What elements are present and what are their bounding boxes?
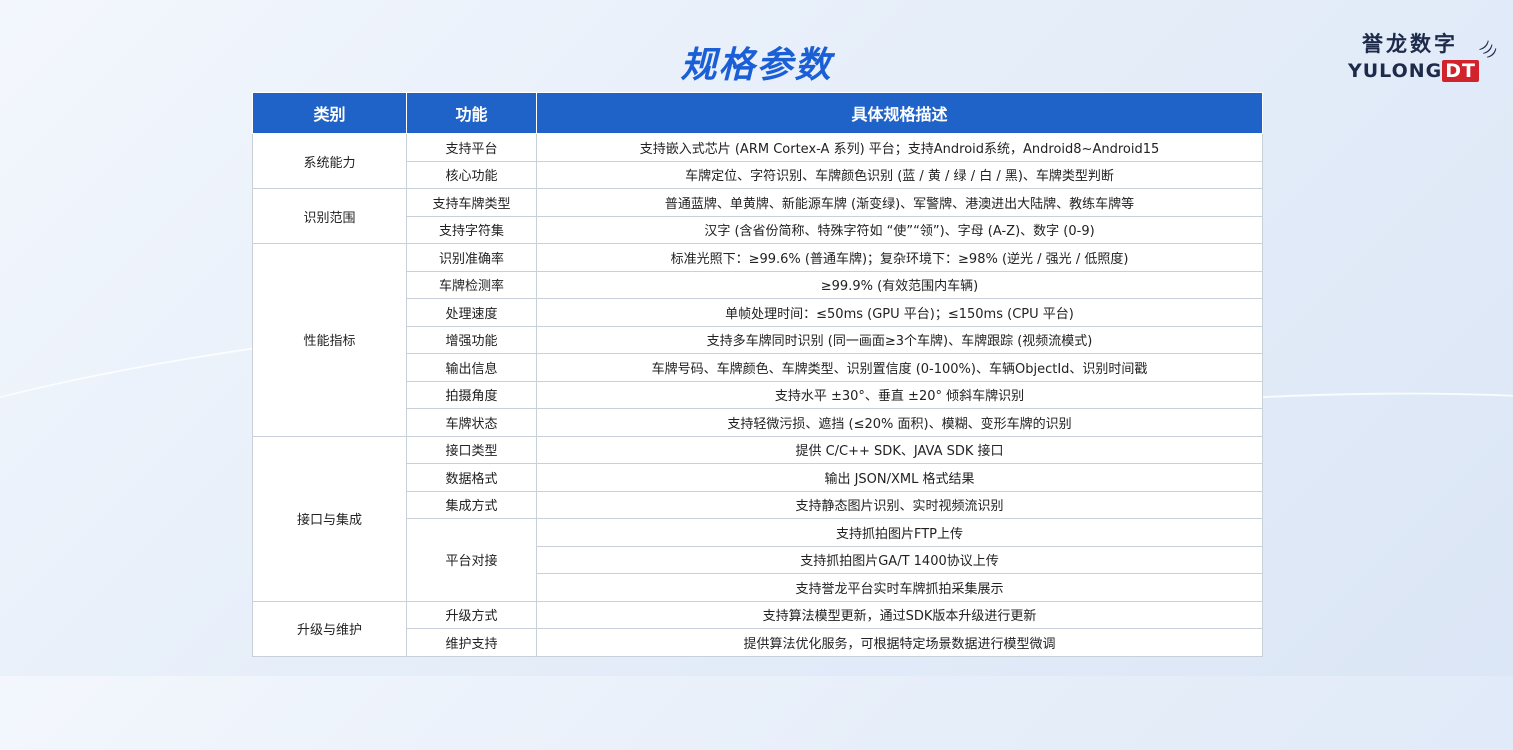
- description-cell: 支持算法模型更新，通过SDK版本升级进行更新: [536, 600, 1263, 629]
- table-row: 系统能力 支持平台 支持嵌入式芯片 (ARM Cortex-A 系列) 平台；支持A…: [252, 133, 1263, 189]
- category-cell: 接口与集成: [252, 435, 407, 602]
- table-row: 接口与集成 接口类型 提供 C/C++ SDK、JAVA SDK 接口: [252, 435, 1263, 602]
- table-row: 集成方式 支持静态图片识别、实时视频流识别: [253, 490, 1263, 519]
- table-row: 维护支持 提供算法优化服务，可根据特定场景数据进行模型微调: [253, 628, 1263, 657]
- function-cell: 核心功能: [406, 160, 537, 189]
- description-cell: 支持多车牌同时识别 (同一画面≥3个车牌)、车牌跟踪 (视频流模式): [536, 325, 1263, 354]
- description-cell: 汉字 (含省份简称、特殊字符如 “使”“领”)、字母 (A-Z)、数字 (0-9…: [536, 215, 1263, 244]
- description-cell: 支持抓拍图片FTP上传: [536, 518, 1263, 547]
- function-cell: 处理速度: [406, 298, 537, 327]
- logo-en-main: YULONG: [1348, 60, 1443, 82]
- function-cell: 车牌状态: [406, 408, 537, 437]
- table-row: 增强功能 支持多车牌同时识别 (同一画面≥3个车牌)、车牌跟踪 (视频流模式): [253, 325, 1263, 354]
- description-cell: 支持轻微污损、遮挡 (≤20% 面积)、模糊、变形车牌的识别: [536, 408, 1263, 437]
- function-cell: 输出信息: [406, 353, 537, 382]
- table-row: 识别范围 支持车牌类型 普通蓝牌、单黄牌、新能源车牌 (渐变绿)、军警牌、港澳进出大…: [252, 188, 1263, 244]
- function-cell: 支持字符集: [406, 215, 537, 244]
- function-cell: 集成方式: [406, 490, 537, 519]
- logo-badge: DT: [1442, 60, 1479, 82]
- function-cell: 拍摄角度: [406, 380, 537, 409]
- table-row: 输出信息 车牌号码、车牌颜色、车牌类型、识别置信度 (0-100%)、车辆Obje…: [253, 353, 1263, 382]
- description-cell: 标准光照下：≥99.6% (普通车牌)；复杂环境下：≥98% (逆光 / 强光 …: [536, 243, 1263, 272]
- table-row: 处理速度 单帧处理时间：≤50ms (GPU 平台)；≤150ms (CPU 平台…: [253, 298, 1263, 327]
- table-row: 车牌状态 支持轻微污损、遮挡 (≤20% 面积)、模糊、变形车牌的识别: [253, 408, 1263, 437]
- description-cell: 单帧处理时间：≤50ms (GPU 平台)；≤150ms (CPU 平台): [536, 298, 1263, 327]
- function-cell: 维护支持: [406, 628, 537, 657]
- category-cell: 性能指标: [252, 243, 407, 437]
- category-cell: 识别范围: [252, 188, 407, 244]
- category-cell: 升级与维护: [252, 600, 407, 657]
- function-cell: 接口类型: [406, 435, 537, 464]
- table-row: 车牌检测率 ≥99.9% (有效范围内车辆): [253, 270, 1263, 299]
- table-header: 类别 功能 具体规格描述: [252, 92, 1263, 134]
- description-cell: 提供算法优化服务，可根据特定场景数据进行模型微调: [536, 628, 1263, 657]
- description-cell: 普通蓝牌、单黄牌、新能源车牌 (渐变绿)、军警牌、港澳进出大陆牌、教练车牌等: [536, 188, 1263, 217]
- description-cell: 支持誉龙平台实时车牌抓拍采集展示: [536, 573, 1263, 602]
- table-row: 核心功能 车牌定位、字符识别、车牌颜色识别 (蓝 / 黄 / 绿 / 白 / 黑)…: [253, 160, 1263, 189]
- function-cell: 升级方式: [406, 600, 537, 629]
- function-cell: 平台对接: [406, 518, 537, 602]
- function-cell: 数据格式: [406, 463, 537, 492]
- table-row: 性能指标 识别准确率 标准光照下：≥99.6% (普通车牌)；复杂环境下：≥98% …: [252, 243, 1263, 437]
- header-function: 功能: [406, 92, 537, 134]
- table-row: 支持字符集 汉字 (含省份简称、特殊字符如 “使”“领”)、字母 (A-Z)、数字…: [253, 215, 1263, 244]
- description-cell: 支持水平 ±30°、垂直 ±20° 倾斜车牌识别: [536, 380, 1263, 409]
- header-description: 具体规格描述: [536, 92, 1263, 134]
- page-title: 规格参数: [680, 45, 833, 86]
- function-cell: 车牌检测率: [406, 270, 537, 299]
- description-cell: 支持抓拍图片GA/T 1400协议上传: [536, 545, 1263, 574]
- description-cell: 支持嵌入式芯片 (ARM Cortex-A 系列) 平台；支持Android系统…: [536, 133, 1263, 162]
- description-cell: 车牌定位、字符识别、车牌颜色识别 (蓝 / 黄 / 绿 / 白 / 黑)、车牌类…: [536, 160, 1263, 189]
- function-cell: 识别准确率: [406, 243, 537, 272]
- description-cell: 输出 JSON/XML 格式结果: [536, 463, 1263, 492]
- function-cell: 增强功能: [406, 325, 537, 354]
- logo-cn: 誉龙数字: [1362, 32, 1458, 56]
- category-cell: 系统能力: [252, 133, 407, 189]
- header-category: 类别: [252, 92, 407, 134]
- function-cell: 支持车牌类型: [406, 188, 537, 217]
- description-cell: 车牌号码、车牌颜色、车牌类型、识别置信度 (0-100%)、车辆ObjectId…: [536, 353, 1263, 382]
- table-row: 支持誉龙平台实时车牌抓拍采集展示: [253, 573, 1263, 602]
- description-cell: 提供 C/C++ SDK、JAVA SDK 接口: [536, 435, 1263, 464]
- table-row: 拍摄角度 支持水平 ±30°、垂直 ±20° 倾斜车牌识别: [253, 380, 1263, 409]
- function-cell: 支持平台: [406, 133, 537, 162]
- description-cell: ≥99.9% (有效范围内车辆): [536, 270, 1263, 299]
- logo: 誉龙数字 YULONG DT ))): [1348, 28, 1499, 82]
- description-cell: 支持静态图片识别、实时视频流识别: [536, 490, 1263, 519]
- logo-en: YULONG DT: [1348, 60, 1498, 82]
- spec-table: 类别 功能 具体规格描述 系统能力 支持平台 支持嵌入式芯片 (ARM Cortex…: [252, 92, 1263, 657]
- table-row: 升级与维护 升级方式 支持算法模型更新，通过SDK版本升级进行更新: [252, 600, 1263, 657]
